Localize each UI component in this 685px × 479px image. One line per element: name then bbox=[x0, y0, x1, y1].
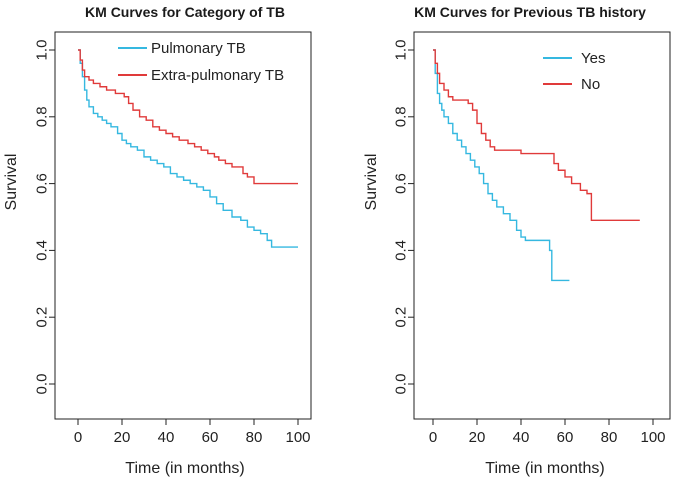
left-y-ticks: 0.0 0.2 0.4 0.6 0.8 1.0 bbox=[34, 40, 55, 395]
left-x-tick-label-100: 100 bbox=[285, 429, 310, 446]
right-series-group bbox=[433, 49, 640, 282]
left-series-pulmonary-tb bbox=[78, 49, 298, 248]
right-legend-label-yes: Yes bbox=[581, 50, 605, 67]
right-series-no bbox=[433, 49, 640, 222]
left-x-tick-label-40: 40 bbox=[158, 429, 175, 446]
left-y-tick-label-0.8: 0.8 bbox=[34, 106, 51, 127]
right-x-tick-label-0: 0 bbox=[429, 429, 437, 446]
right-x-tick-label-80: 80 bbox=[601, 429, 618, 446]
left-series-group bbox=[78, 49, 298, 248]
right-series-yes bbox=[433, 49, 570, 282]
right-y-ticks: 0.0 0.2 0.4 0.6 0.8 1.0 bbox=[393, 40, 414, 395]
left-x-tick-label-0: 0 bbox=[74, 429, 82, 446]
right-x-axis-label: Time (in months) bbox=[485, 460, 604, 477]
left-legend: Pulmonary TB Extra-pulmonary TB bbox=[118, 40, 284, 84]
left-y-axis-label: Survival bbox=[3, 154, 20, 211]
left-x-axis-label: Time (in months) bbox=[125, 460, 244, 477]
left-plot-frame bbox=[54, 31, 312, 420]
right-chart-title: KM Curves for Previous TB history bbox=[414, 4, 646, 20]
left-y-tick-label-0.0: 0.0 bbox=[34, 374, 51, 395]
right-legend: Yes No bbox=[543, 50, 605, 93]
right-x-tick-label-60: 60 bbox=[557, 429, 574, 446]
left-chart-panel: KM Curves for Category of TB Time (in mo… bbox=[3, 4, 312, 477]
left-y-tick-label-0.2: 0.2 bbox=[34, 307, 51, 328]
right-chart-panel: KM Curves for Previous TB history Time (… bbox=[363, 4, 671, 477]
right-y-tick-label-0.0: 0.0 bbox=[393, 374, 410, 395]
left-x-tick-label-80: 80 bbox=[246, 429, 263, 446]
right-x-tick-label-100: 100 bbox=[640, 429, 665, 446]
right-y-tick-label-1.0: 1.0 bbox=[393, 40, 410, 61]
left-x-ticks: 0 20 40 60 80 100 bbox=[74, 419, 311, 446]
right-y-tick-label-0.4: 0.4 bbox=[393, 240, 410, 261]
right-y-tick-label-0.6: 0.6 bbox=[393, 173, 410, 194]
left-y-tick-label-0.4: 0.4 bbox=[34, 240, 51, 261]
right-y-axis-label: Survival bbox=[363, 154, 380, 211]
right-x-tick-label-20: 20 bbox=[469, 429, 486, 446]
right-plot-frame bbox=[413, 31, 671, 420]
right-x-ticks: 0 20 40 60 80 100 bbox=[429, 419, 666, 446]
left-x-tick-label-20: 20 bbox=[114, 429, 131, 446]
left-legend-label-extrapulmonary: Extra-pulmonary TB bbox=[151, 67, 284, 84]
right-y-tick-label-0.8: 0.8 bbox=[393, 106, 410, 127]
left-chart-title: KM Curves for Category of TB bbox=[85, 4, 285, 20]
right-x-tick-label-40: 40 bbox=[513, 429, 530, 446]
right-legend-label-no: No bbox=[581, 76, 600, 93]
left-legend-label-pulmonary: Pulmonary TB bbox=[151, 40, 246, 57]
right-y-tick-label-0.2: 0.2 bbox=[393, 307, 410, 328]
left-y-tick-label-0.6: 0.6 bbox=[34, 173, 51, 194]
left-x-tick-label-60: 60 bbox=[202, 429, 219, 446]
left-series-extra-pulmonary-tb bbox=[78, 49, 298, 185]
left-y-tick-label-1.0: 1.0 bbox=[34, 40, 51, 61]
